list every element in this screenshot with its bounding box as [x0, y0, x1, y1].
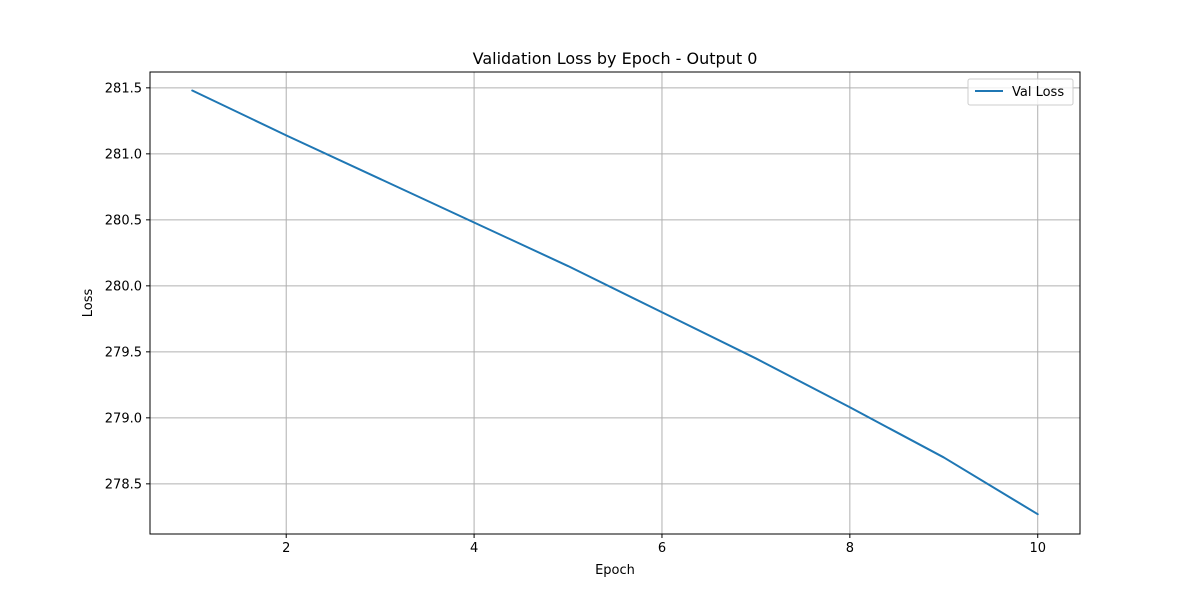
- y-tick-label: 280.5: [105, 213, 142, 228]
- series-line-val-loss: [191, 89, 1039, 516]
- tick-layer: 2 4 6 8 10 278.5 279.0 279.5 280.0 280.5 281.0 281.…: [105, 81, 1046, 556]
- chart-title: Validation Loss by Epoch - Output 0: [473, 49, 758, 68]
- series-layer: [191, 89, 1039, 516]
- legend-label-val-loss: Val Loss: [1012, 85, 1064, 100]
- y-tick-label: 279.5: [105, 345, 142, 360]
- y-tick-label: 281.0: [105, 147, 142, 162]
- x-tick-label: 6: [658, 541, 666, 556]
- grid-layer: [150, 72, 1080, 534]
- y-tick-label: 280.0: [105, 279, 142, 294]
- x-tick-label: 2: [282, 541, 290, 556]
- x-tick-label: 8: [846, 541, 854, 556]
- y-tick-label: 278.5: [105, 477, 142, 492]
- y-axis-label: Loss: [81, 289, 96, 318]
- y-tick-label: 279.0: [105, 411, 142, 426]
- y-tick-label: 281.5: [105, 81, 142, 96]
- x-axis-label: Epoch: [595, 563, 635, 578]
- legend-box: [967, 78, 1074, 106]
- legend: Val Loss: [967, 78, 1074, 106]
- plot-frame: [149, 71, 1081, 535]
- x-tick-label: 10: [1029, 541, 1046, 556]
- x-tick-label: 4: [470, 541, 478, 556]
